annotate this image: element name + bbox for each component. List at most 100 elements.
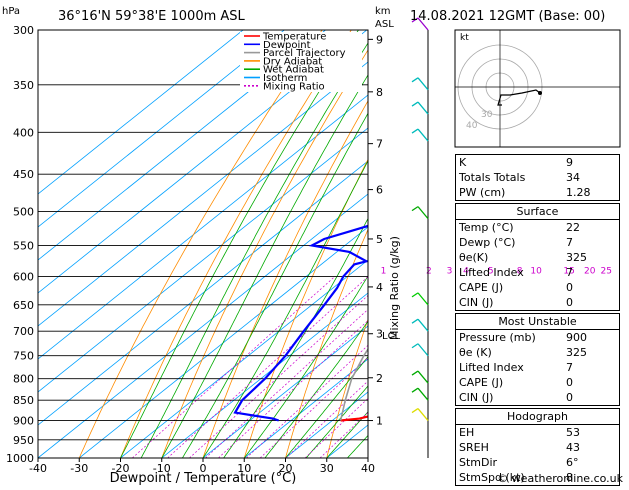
index-label: CAPE (J) <box>459 280 503 295</box>
index-value: 34 <box>566 170 616 185</box>
index-label: StmSpd (kt) <box>459 470 525 485</box>
index-label: θe(K) <box>459 250 488 265</box>
index-row: StmSpd (kt) 8 <box>456 470 619 485</box>
mixing-ratio-label: 1 <box>381 266 387 276</box>
altitude-tick-label: 9 <box>376 33 383 46</box>
wind-barb-flag <box>412 78 418 82</box>
index-row: Lifted Index 7 <box>456 360 619 375</box>
temperature-tick-label: -30 <box>70 462 88 475</box>
hodograph-kt-label: kt <box>460 33 469 43</box>
index-value: 8 <box>566 470 616 485</box>
pressure-tick-label: 700 <box>13 325 34 338</box>
hodograph-ring-label: 40 <box>466 121 478 131</box>
hodograph-end-marker <box>538 91 542 95</box>
index-row: EH 53 <box>456 425 619 440</box>
wind-barb <box>418 319 428 331</box>
pressure-tick-label: 800 <box>13 373 34 386</box>
wind-barb-flag <box>412 371 418 375</box>
wind-barb <box>418 78 428 90</box>
wind-barb-flag <box>412 388 418 392</box>
wind-barb-flag <box>412 293 418 297</box>
plot-frame <box>38 30 368 458</box>
index-value: 7 <box>566 360 616 375</box>
pressure-tick-label: 350 <box>13 79 34 92</box>
wind-barb <box>418 344 428 356</box>
index-row: Temp (°C)22 <box>456 220 619 235</box>
altitude-tick-label: 7 <box>376 138 383 151</box>
wind-barb-flag <box>412 344 418 348</box>
altitude-tick-label: 6 <box>376 184 383 197</box>
index-label: CAPE (J) <box>459 375 503 390</box>
surface-title: Surface <box>456 204 619 220</box>
mixing-ratio-line <box>189 276 389 458</box>
pressure-tick-label: 850 <box>13 394 34 407</box>
altitude-tick-label: 8 <box>376 86 383 99</box>
index-row: CIN (J)0 <box>456 390 619 405</box>
index-value: 7 <box>566 265 616 280</box>
mixing-ratio-line <box>206 276 405 458</box>
hodograph-title: Hodograph <box>456 409 619 425</box>
altitude-tick-label: 2 <box>376 372 383 385</box>
wind-barb <box>418 207 428 219</box>
temperature-tick-label: 40 <box>361 462 375 475</box>
altitude-tick-label: 4 <box>376 281 383 294</box>
hodograph-frame <box>455 30 620 147</box>
pressure-tick-label: 600 <box>13 270 34 283</box>
index-value: 900 <box>566 330 616 345</box>
wind-barb <box>418 371 428 383</box>
index-value: 325 <box>566 250 616 265</box>
mixing-ratio-line <box>286 276 480 458</box>
pressure-tick-label: 550 <box>13 239 34 252</box>
wind-barb-flag <box>412 319 418 323</box>
index-row: SREH 43 <box>456 440 619 455</box>
asl-label: ASL <box>375 19 394 30</box>
legend-label: Mixing Ratio <box>263 81 325 92</box>
index-label: EH <box>459 425 474 440</box>
index-value: 0 <box>566 280 616 295</box>
isobar-grid <box>38 30 368 458</box>
index-row: Lifted Index 7 <box>456 265 619 280</box>
index-row: CIN (J)0 <box>456 295 619 310</box>
index-label: SREH <box>459 440 489 455</box>
pressure-tick-label: 400 <box>13 126 34 139</box>
mixing-ratio-line <box>218 276 416 458</box>
wind-barb-flag <box>412 129 418 133</box>
index-label: K <box>459 155 466 170</box>
index-label: Lifted Index <box>459 265 524 280</box>
isotherm-line <box>0 6 439 476</box>
index-row: Pressure (mb) 900 <box>456 330 619 345</box>
location-title: 36°16'N 59°38'E 1000m ASL <box>58 9 246 24</box>
index-value: 53 <box>566 425 616 440</box>
index-label: CIN (J) <box>459 390 493 405</box>
pressure-tick-label: 650 <box>13 299 34 312</box>
hpa-label: hPa <box>2 6 20 17</box>
index-value: 9 <box>566 155 616 170</box>
index-value: 325 <box>566 345 616 360</box>
wind-barb <box>418 129 428 141</box>
most-unstable-title: Most Unstable <box>456 314 619 330</box>
index-label: StmDir <box>459 455 497 470</box>
wind-barb <box>418 409 428 421</box>
altitude-tick-label: 1 <box>376 415 383 428</box>
wind-barb-flag <box>412 207 418 211</box>
pressure-tick-label: 950 <box>13 434 34 447</box>
mixing-ratio-axis-label: Mixing Ratio (g/kg) <box>388 236 401 340</box>
index-value: 43 <box>566 440 616 455</box>
temperature-tick-label: -40 <box>29 462 47 475</box>
index-label: Pressure (mb) <box>459 330 536 345</box>
index-label: θe (K) <box>459 345 492 360</box>
index-label: Totals Totals <box>459 170 525 185</box>
index-label: Lifted Index <box>459 360 524 375</box>
pressure-tick-label: 450 <box>13 168 34 181</box>
temperature-tick-label: 30 <box>320 462 334 475</box>
wind-barb <box>418 388 428 400</box>
datetime-title: 14.08.2021 12GMT (Base: 00) <box>410 9 605 24</box>
index-row: θe(K) 325 <box>456 250 619 265</box>
index-value: 7 <box>566 235 616 250</box>
index-value: 0 <box>566 375 616 390</box>
